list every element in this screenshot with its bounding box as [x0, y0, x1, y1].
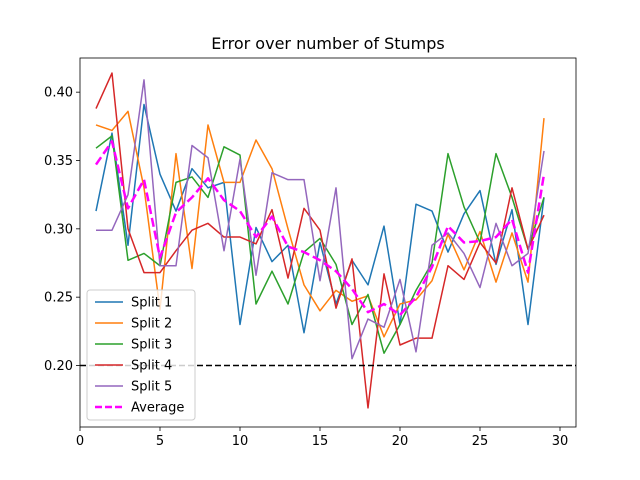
y-tick-label: 0.30	[44, 222, 73, 237]
series-line-split-2	[95, 110, 545, 338]
legend: Split 1 Split 2 Split 3 Split 4 Split 5 Avera…	[86, 289, 196, 421]
x-tick-label: 5	[156, 434, 164, 449]
plot-area	[79, 57, 577, 428]
x-axis: 0 5 10 15 20 25 30	[76, 427, 568, 449]
legend-label: Split 3	[131, 338, 172, 353]
series-line-split-5	[96, 79, 545, 360]
chart-title: Error over number of Stumps	[211, 34, 445, 53]
series-group	[80, 72, 576, 409]
y-tick-label: 0.35	[44, 154, 73, 169]
y-tick-label: 0.20	[44, 359, 73, 374]
y-tick-label: 0.25	[44, 291, 73, 306]
legend-label: Split 2	[131, 317, 172, 332]
axes-frame	[79, 57, 577, 428]
y-axis: 0.20 0.25 0.30 0.35 0.40	[44, 86, 80, 374]
legend-label: Split 5	[131, 380, 172, 395]
x-tick-label: 30	[552, 434, 569, 449]
series-line-average	[94, 140, 546, 317]
series-line-split-4	[95, 72, 545, 409]
legend-label: Split 1	[131, 296, 172, 311]
legend-label: Split 4	[131, 359, 172, 374]
x-tick-label: 25	[472, 434, 489, 449]
x-tick-label: 15	[312, 434, 329, 449]
x-tick-label: 0	[76, 434, 84, 449]
legend-label: Average	[131, 401, 184, 416]
series-line-split-3	[95, 135, 545, 354]
y-tick-label: 0.40	[44, 86, 73, 101]
x-tick-label: 10	[232, 434, 249, 449]
x-tick-label: 20	[392, 434, 409, 449]
